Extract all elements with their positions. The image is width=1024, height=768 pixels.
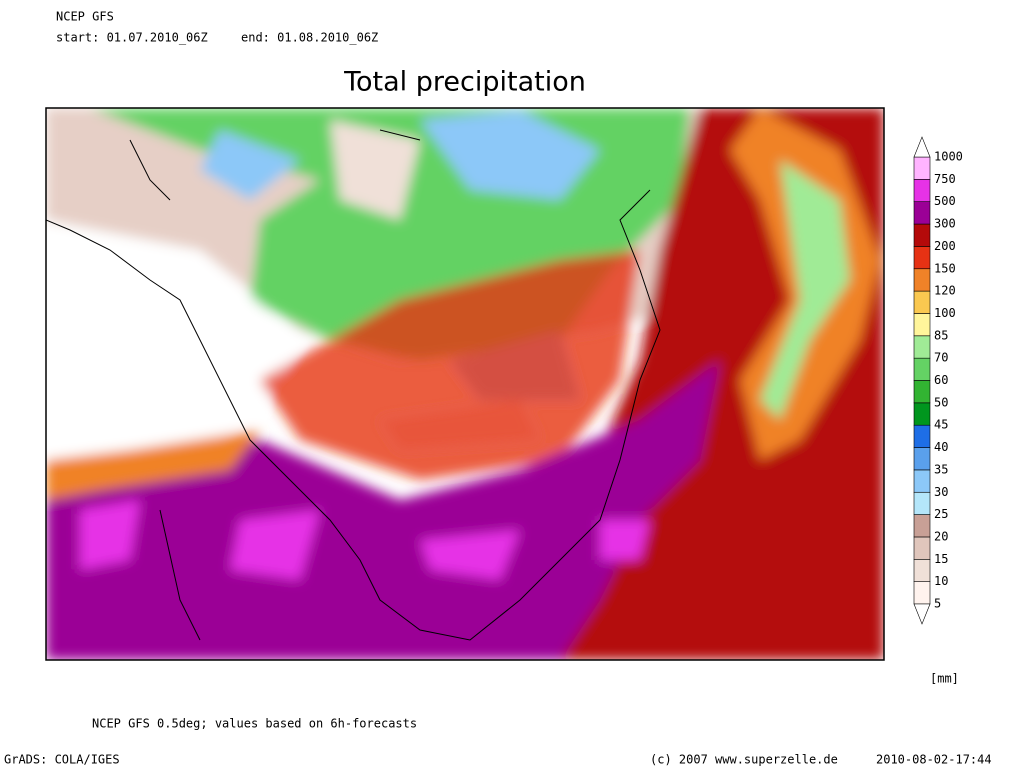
legend-label: 100 (934, 306, 956, 320)
legend-label: 120 (934, 284, 956, 298)
legend-swatch (913, 179, 931, 203)
coastline (46, 189, 661, 641)
legend-label: 45 (934, 418, 948, 432)
legend-label: 500 (934, 194, 956, 208)
legend-label: 60 (934, 373, 948, 387)
region-lightgreen (760, 160, 850, 420)
legend-swatch (913, 402, 931, 426)
legend-swatch (913, 268, 931, 292)
legend-swatch (913, 536, 931, 560)
legend-label: 150 (934, 261, 956, 275)
legend-label: 15 (934, 552, 948, 566)
coastline (129, 129, 421, 641)
map-title: Total precipitation (343, 67, 586, 98)
legend-label: 40 (934, 440, 948, 454)
legend-swatch (913, 156, 931, 180)
legend-label: 25 (934, 507, 948, 521)
region-red (260, 250, 640, 480)
legend-swatch (913, 469, 931, 493)
region-orange-west (46, 430, 260, 500)
software-credit: GrADS: COLA/IGES (4, 753, 120, 767)
region-blue (200, 110, 600, 400)
legend-label: 50 (934, 395, 948, 409)
legend-swatch (913, 313, 931, 337)
legend-swatch (913, 246, 931, 270)
region-magenta (80, 500, 650, 580)
legend-label: 35 (934, 462, 948, 476)
region-purple (46, 360, 720, 660)
legend-label: 1000 (934, 150, 963, 164)
coastlines (46, 129, 661, 641)
legend-label: 5 (934, 597, 941, 611)
legend-label: 200 (934, 239, 956, 253)
model-name: NCEP GFS (56, 10, 114, 24)
legend-end (913, 603, 931, 625)
precip-field (46, 108, 884, 660)
legend-end (913, 136, 931, 158)
copyright: (c) 2007 www.superzelle.de (650, 753, 838, 767)
precip-regions (46, 108, 884, 660)
end-time: end: 01.08.2010_06Z (241, 31, 378, 45)
legend-swatch (913, 223, 931, 247)
legend-swatch (913, 558, 931, 582)
unit-label: [mm] (930, 672, 959, 686)
region-white (46, 220, 300, 470)
legend-label: 70 (934, 351, 948, 365)
footnote: NCEP GFS 0.5deg; values based on 6h-fore… (92, 717, 417, 731)
legend-swatch (913, 491, 931, 515)
legend-swatch (913, 424, 931, 448)
legend-label: 85 (934, 328, 948, 342)
legend-swatch (913, 447, 931, 471)
legend-label: 20 (934, 529, 948, 543)
region-dry (330, 120, 540, 450)
legend-swatch (913, 357, 931, 381)
legend-label: 750 (934, 172, 956, 186)
legend-swatch (913, 335, 931, 359)
map-frame (45, 107, 885, 661)
legend-swatch (913, 581, 931, 605)
timestamp: 2010-08-02-17:44 (876, 753, 992, 767)
legend: 5 10 15 20 25 30 35 40 45 50 60 70 85 100 120 150 200 300… (913, 136, 963, 625)
legend-label: 10 (934, 574, 948, 588)
start-time: start: 01.07.2010_06Z (56, 31, 208, 45)
legend-swatch (913, 290, 931, 314)
legend-swatch (913, 201, 931, 225)
legend-label: 30 (934, 485, 948, 499)
legend-swatch (913, 380, 931, 404)
legend-swatch (913, 514, 931, 538)
legend-label: 300 (934, 217, 956, 231)
